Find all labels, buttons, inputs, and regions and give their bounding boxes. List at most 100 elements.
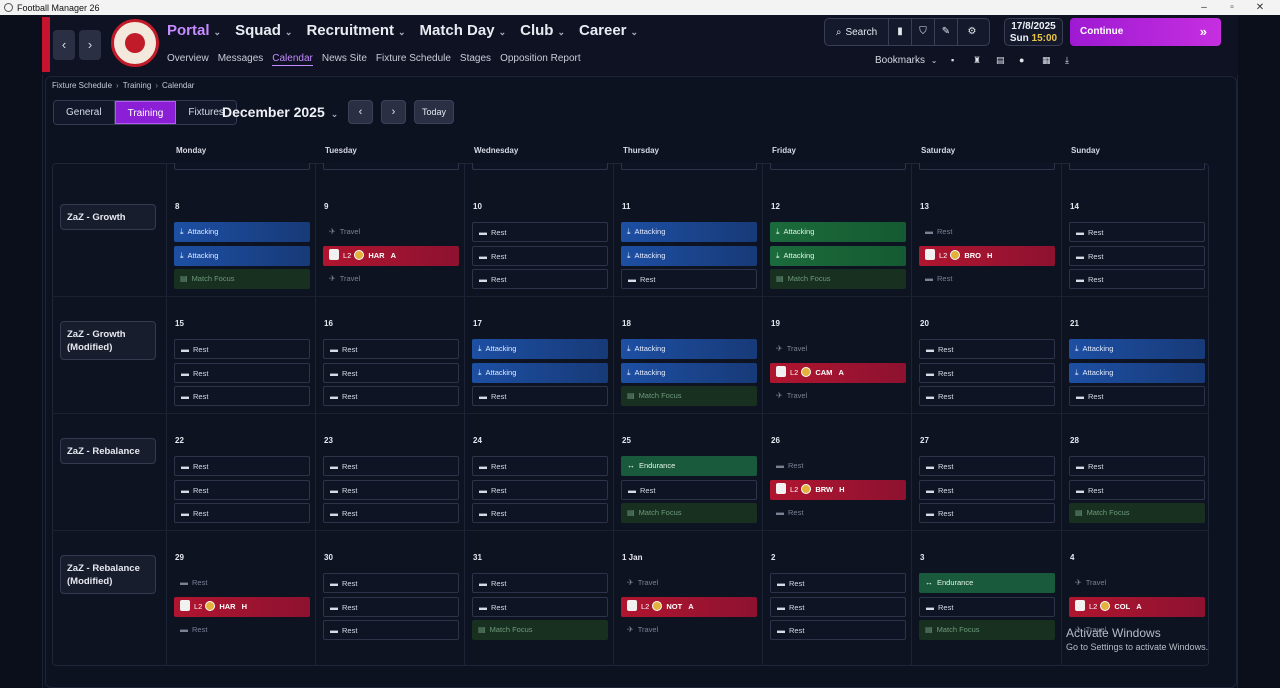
training-session-focus[interactable]: ▤ Match Focus <box>919 620 1055 640</box>
training-session-rest[interactable]: ▬ Rest <box>919 479 1055 500</box>
main-nav-item[interactable]: Squad ⌄ <box>235 22 293 39</box>
training-session-rest[interactable]: ▬ Rest <box>323 479 459 500</box>
training-session-rest[interactable]: ▬ Rest <box>472 596 608 617</box>
training-session-rest-dim[interactable]: ▬ Rest <box>180 578 208 587</box>
tab-fixtures[interactable]: Fixtures <box>176 101 236 124</box>
match-fixture[interactable]: L2 BRO H <box>919 245 1055 266</box>
training-session-rest[interactable]: ▬ Rest <box>323 620 459 640</box>
download-icon[interactable]: ⤓ <box>1065 55 1069 65</box>
training-session-rest[interactable]: ▬ Rest <box>323 386 459 406</box>
training-schedule-label[interactable]: ZaZ - Rebalance (Modified) <box>60 555 156 594</box>
training-session-rest[interactable]: ▬ Rest <box>919 362 1055 383</box>
close-icon[interactable]: ✕ <box>1255 2 1265 13</box>
shirt-icon[interactable]: ♜ <box>973 55 982 65</box>
training-session-rest[interactable]: ▬ Rest <box>472 573 608 593</box>
training-session-rest-dim[interactable]: ▬ Rest <box>925 227 953 236</box>
match-fixture[interactable]: L2 NOT A <box>621 596 757 617</box>
club-crest[interactable] <box>111 19 159 67</box>
training-session-rest[interactable]: ▬ Rest <box>621 479 757 500</box>
training-session-rest[interactable]: ▬ Rest <box>174 456 310 476</box>
training-session-rest[interactable]: ▬ Rest <box>770 596 906 617</box>
training-session-rest[interactable]: ▬ Rest <box>621 269 757 289</box>
ball-icon[interactable]: ● <box>1019 55 1025 65</box>
breadcrumb-item[interactable]: Training <box>122 81 152 90</box>
training-session-rest[interactable]: ▬ Rest <box>174 339 310 359</box>
training-session-attacking-green[interactable]: ⤓ Attacking <box>770 222 906 242</box>
training-session-attacking[interactable]: ⤓ Attacking <box>472 339 608 359</box>
training-session-rest[interactable]: ▬ Rest <box>770 573 906 593</box>
maximize-icon[interactable]: ▫ <box>1230 2 1234 13</box>
tab-general[interactable]: General <box>54 101 115 124</box>
training-session-attacking[interactable]: ⤓ Attacking <box>174 222 310 242</box>
match-fixture[interactable]: L2 HAR A <box>323 245 459 266</box>
training-session-focus[interactable]: ▤ Match Focus <box>1069 503 1205 523</box>
training-session-travel[interactable]: ✈ Travel <box>627 578 659 587</box>
training-session-rest-dim[interactable]: ▬ Rest <box>180 625 208 634</box>
training-session-rest[interactable]: ▬ Rest <box>919 339 1055 359</box>
training-session-rest[interactable]: ▬ Rest <box>472 269 608 289</box>
sub-nav-item[interactable]: Opposition Report <box>500 53 581 64</box>
match-fixture[interactable]: L2 HAR H <box>174 596 310 617</box>
main-nav-item[interactable]: Club ⌄ <box>520 22 565 39</box>
match-fixture[interactable]: L2 COL A <box>1069 596 1205 617</box>
training-session-attacking[interactable]: ⤓ Attacking <box>621 339 757 359</box>
training-session-rest[interactable]: ▬ Rest <box>323 596 459 617</box>
main-nav-item[interactable]: Recruitment ⌄ <box>306 22 406 39</box>
training-session-rest[interactable]: ▬ Rest <box>472 479 608 500</box>
clipboard-icon[interactable]: ▤ <box>996 55 1005 65</box>
training-session-attacking[interactable]: ⤓ Attacking <box>1069 362 1205 383</box>
training-session-travel[interactable]: ✈ Travel <box>329 274 361 283</box>
training-session-travel[interactable]: ✈ Travel <box>776 391 808 400</box>
sub-nav-item[interactable]: Calendar <box>272 53 313 66</box>
gear-icon[interactable]: ⚙ <box>967 26 977 37</box>
tab-training[interactable]: Training <box>114 101 177 124</box>
training-session-rest-dim[interactable]: ▬ Rest <box>776 508 804 517</box>
back-button[interactable]: ‹ <box>53 30 75 60</box>
main-nav-item[interactable]: Match Day ⌄ <box>419 22 507 39</box>
training-session-rest[interactable]: ▬ Rest <box>323 456 459 476</box>
main-nav-item[interactable]: Career ⌄ <box>578 22 639 39</box>
training-session-rest[interactable]: ▬ Rest <box>174 386 310 406</box>
month-selector[interactable]: December 2025 ⌄ <box>222 104 339 120</box>
training-session-attacking[interactable]: ⤓ Attacking <box>472 362 608 383</box>
sub-nav-item[interactable]: Fixture Schedule <box>375 53 451 64</box>
training-schedule-label[interactable]: ZaZ - Growth (Modified) <box>60 321 156 360</box>
forward-button[interactable]: › <box>79 30 101 60</box>
training-session-rest[interactable]: ▬ Rest <box>472 503 608 523</box>
training-session-rest[interactable]: ▬ Rest <box>919 596 1055 617</box>
training-session-focus[interactable]: ▤ Match Focus <box>174 269 310 289</box>
training-session-focus[interactable]: ▤ Match Focus <box>621 503 757 523</box>
next-month-button[interactable]: › <box>381 100 406 124</box>
minimize-icon[interactable]: – <box>1201 2 1207 13</box>
today-button[interactable]: Today <box>414 100 454 124</box>
training-session-rest[interactable]: ▬ Rest <box>323 362 459 383</box>
training-session-travel[interactable]: ✈ Travel <box>329 227 361 236</box>
sub-nav-item[interactable]: Stages <box>459 53 492 64</box>
training-session-rest[interactable]: ▬ Rest <box>323 503 459 523</box>
bookmarks-menu[interactable]: Bookmarks ⌄ <box>875 55 938 66</box>
chat-icon[interactable]: ▪ <box>951 55 955 65</box>
training-session-endurance[interactable]: ↔ Endurance <box>621 456 757 476</box>
search-button[interactable]: ⌕ Search <box>825 19 889 45</box>
training-session-rest[interactable]: ▬ Rest <box>1069 479 1205 500</box>
main-nav-item[interactable]: Portal ⌄ <box>167 22 222 39</box>
training-session-travel[interactable]: ✈ Travel <box>627 625 659 634</box>
training-session-attacking[interactable]: ⤓ Attacking <box>1069 339 1205 359</box>
training-session-focus[interactable]: ▤ Match Focus <box>472 620 608 640</box>
pen-icon[interactable]: ✎ <box>935 19 958 45</box>
training-session-rest-dim[interactable]: ▬ Rest <box>776 461 804 470</box>
sub-nav-item[interactable]: Messages <box>217 53 264 64</box>
continue-button[interactable]: Continue » <box>1070 18 1221 46</box>
training-session-rest[interactable]: ▬ Rest <box>1069 456 1205 476</box>
training-session-rest[interactable]: ▬ Rest <box>770 620 906 640</box>
training-session-rest[interactable]: ▬ Rest <box>919 456 1055 476</box>
bookmark-icon[interactable]: ▮ <box>889 19 912 45</box>
training-session-attacking[interactable]: ⤓ Attacking <box>174 245 310 266</box>
training-session-focus[interactable]: ▤ Match Focus <box>770 269 906 289</box>
training-session-travel[interactable]: ✈ Travel <box>1075 625 1107 634</box>
training-session-rest[interactable]: ▬ Rest <box>174 479 310 500</box>
training-session-rest[interactable]: ▬ Rest <box>919 386 1055 406</box>
training-schedule-label[interactable]: ZaZ - Rebalance <box>60 438 156 464</box>
match-fixture[interactable]: L2 CAM A <box>770 362 906 383</box>
training-session-rest[interactable]: ▬ Rest <box>323 339 459 359</box>
